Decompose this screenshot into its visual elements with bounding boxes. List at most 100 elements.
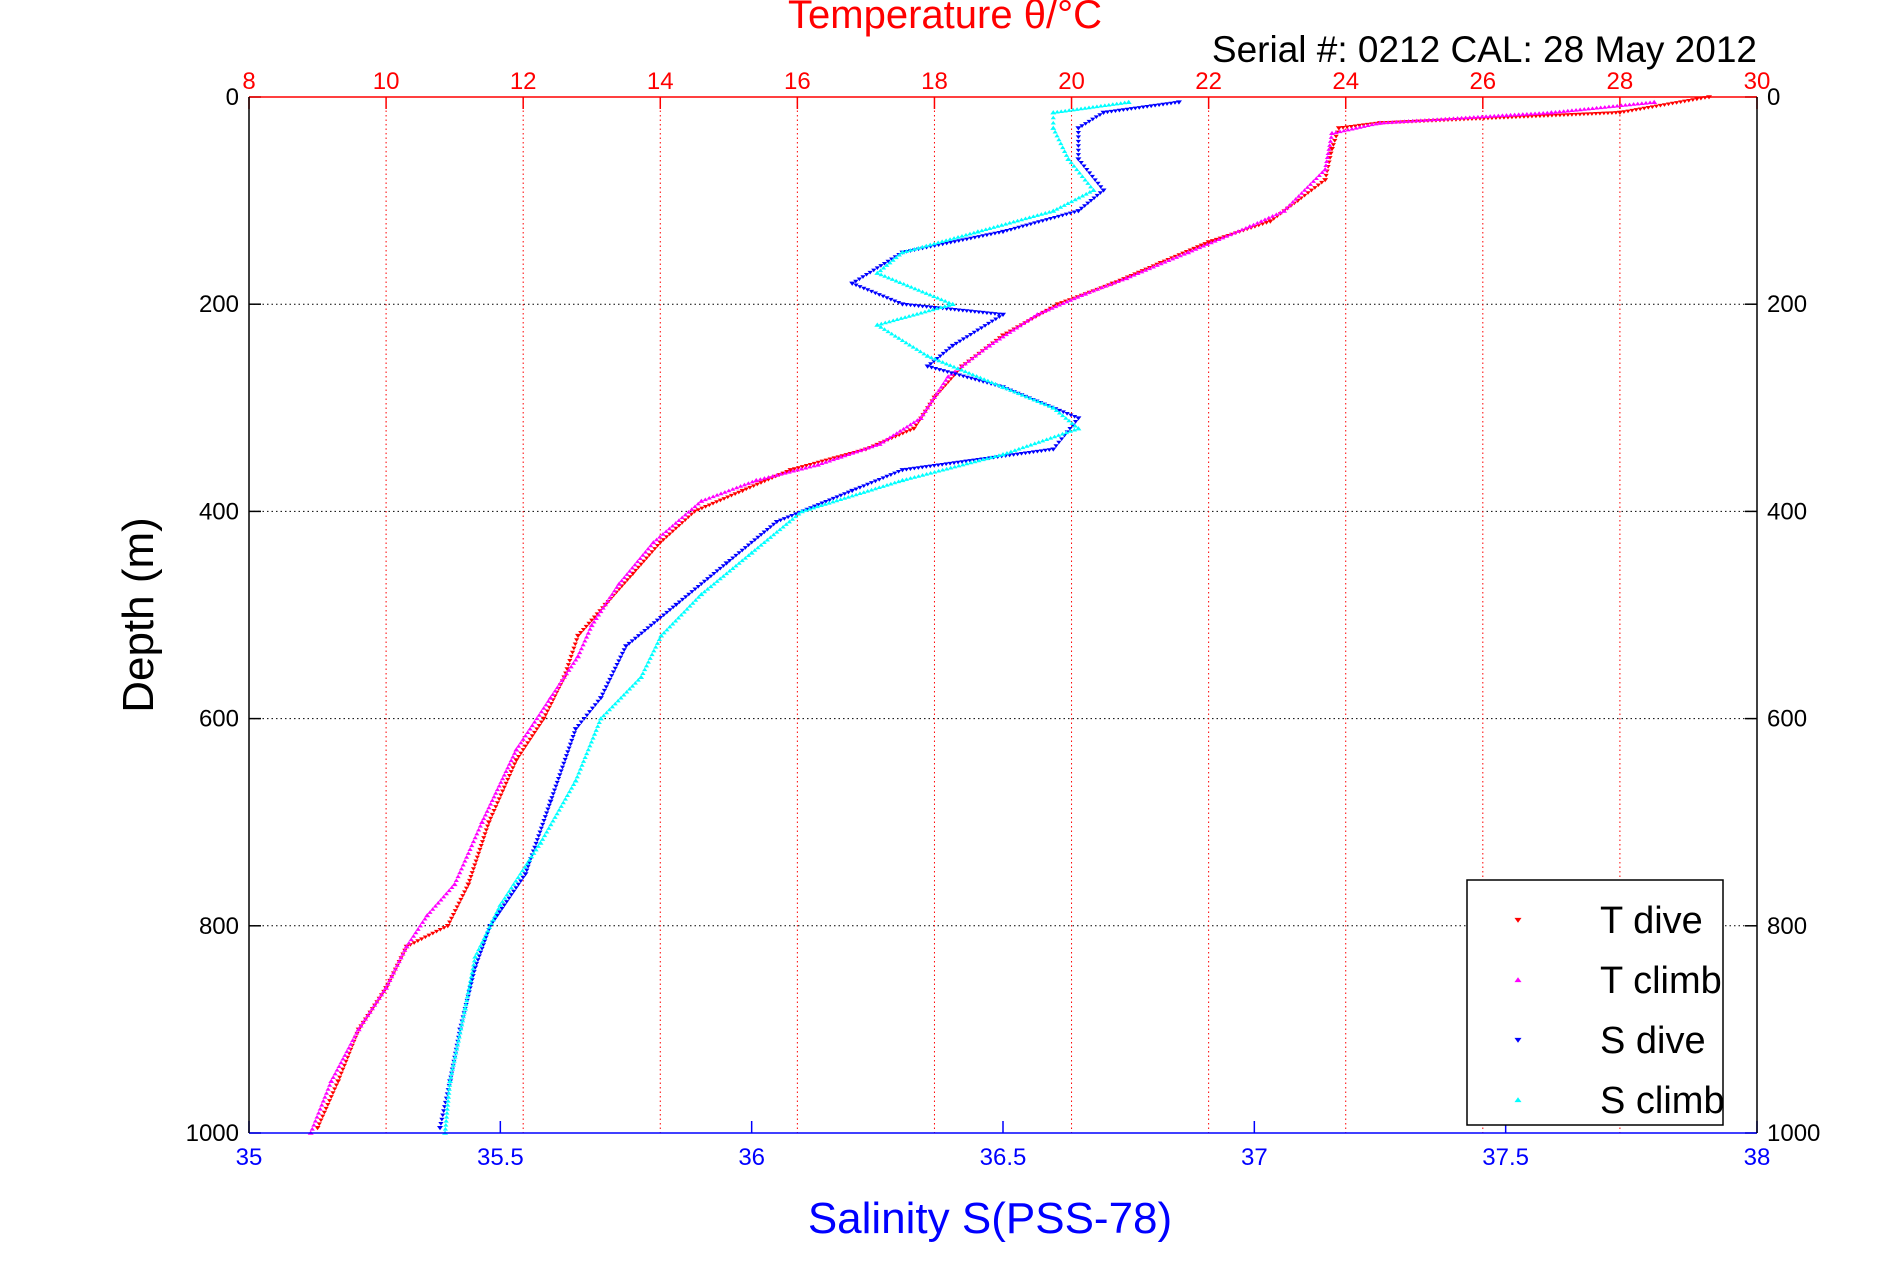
data-point xyxy=(316,1110,322,1115)
data-point xyxy=(322,1095,328,1099)
data-point xyxy=(1091,196,1097,201)
data-point xyxy=(497,902,504,907)
data-point xyxy=(1068,413,1074,418)
data-point xyxy=(629,683,636,688)
data-point xyxy=(679,521,685,525)
data-point xyxy=(573,657,579,662)
data-point xyxy=(546,705,552,710)
data-point xyxy=(638,562,644,567)
data-point xyxy=(327,1083,333,1087)
data-point xyxy=(888,297,894,302)
data-point xyxy=(643,556,650,561)
data-point xyxy=(681,609,687,614)
data-point xyxy=(1325,151,1331,155)
data-point xyxy=(1015,391,1022,396)
data-point xyxy=(1532,111,1538,116)
data-point xyxy=(663,535,670,539)
data-point xyxy=(1056,137,1062,142)
data-point xyxy=(540,716,547,721)
data-point xyxy=(1678,100,1684,105)
data-point xyxy=(1010,328,1016,332)
data-point xyxy=(771,522,777,527)
data-point xyxy=(823,460,829,464)
data-point xyxy=(721,497,727,501)
data-point xyxy=(1357,125,1363,129)
data-point xyxy=(522,744,529,749)
data-point xyxy=(1060,145,1066,150)
data-point xyxy=(309,1126,315,1131)
data-point xyxy=(597,716,604,721)
data-point xyxy=(952,369,958,374)
data-point xyxy=(1100,110,1107,115)
data-point xyxy=(989,380,995,384)
data-point xyxy=(1074,107,1080,111)
data-point xyxy=(578,720,584,725)
data-point xyxy=(522,733,529,738)
data-point xyxy=(872,486,878,491)
data-point xyxy=(1148,104,1154,109)
data-point xyxy=(945,374,952,379)
depth-tick-label-right: 0 xyxy=(1767,84,1780,111)
data-point xyxy=(537,840,544,845)
data-point xyxy=(1032,441,1038,446)
data-point xyxy=(623,644,629,649)
data-point xyxy=(876,293,882,297)
data-point xyxy=(751,484,757,488)
data-point xyxy=(488,921,494,926)
data-point xyxy=(678,612,684,617)
data-point xyxy=(1050,110,1057,115)
data-point xyxy=(761,476,768,480)
data-point xyxy=(670,605,676,610)
data-point xyxy=(1373,121,1379,126)
data-point xyxy=(506,889,512,893)
data-point xyxy=(513,747,520,752)
data-point xyxy=(541,819,547,823)
data-point xyxy=(1450,116,1457,121)
data-point xyxy=(1333,134,1339,139)
data-point xyxy=(422,916,428,921)
data-point xyxy=(653,644,659,649)
data-point xyxy=(762,479,768,484)
data-point xyxy=(500,789,506,794)
data-point xyxy=(1631,102,1637,106)
data-point xyxy=(513,758,520,763)
data-point xyxy=(1205,240,1212,245)
data-point xyxy=(803,464,809,468)
data-point xyxy=(1287,202,1293,207)
data-point xyxy=(584,751,590,756)
data-point xyxy=(403,944,410,949)
data-point xyxy=(940,351,946,356)
legend-marker-s-dive xyxy=(1514,1037,1522,1043)
data-point xyxy=(1056,302,1063,307)
data-point xyxy=(942,299,948,303)
data-point xyxy=(1585,106,1591,111)
data-point xyxy=(1160,102,1166,107)
data-point xyxy=(1239,227,1245,232)
data-point xyxy=(544,709,551,714)
data-point xyxy=(1296,194,1302,198)
data-point xyxy=(1018,452,1025,456)
data-point xyxy=(887,435,893,440)
data-point xyxy=(441,1109,447,1113)
data-point xyxy=(972,459,978,464)
data-point xyxy=(501,772,507,777)
data-point xyxy=(1028,442,1034,447)
data-point xyxy=(673,521,679,525)
data-point xyxy=(693,598,699,602)
data-point xyxy=(1529,114,1535,119)
data-point xyxy=(752,548,758,552)
data-point xyxy=(987,226,993,230)
data-point xyxy=(1322,178,1329,183)
data-point xyxy=(493,791,499,795)
data-point xyxy=(1185,250,1192,255)
data-point xyxy=(482,812,489,817)
data-point xyxy=(996,315,1003,319)
data-point xyxy=(466,986,472,991)
data-point xyxy=(853,487,859,492)
data-point xyxy=(958,367,965,372)
data-point xyxy=(1014,218,1021,223)
data-point xyxy=(430,907,436,911)
data-point xyxy=(983,346,989,350)
data-point xyxy=(378,992,385,997)
data-point xyxy=(554,811,560,816)
